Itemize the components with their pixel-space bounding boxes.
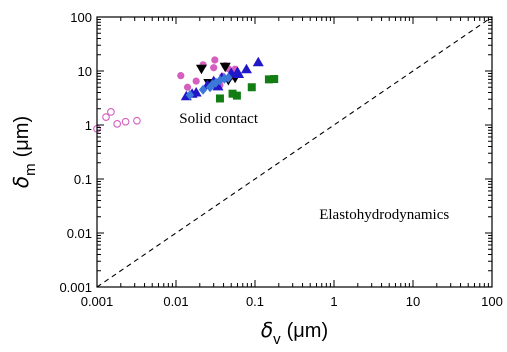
data-point-circle-open: [113, 120, 122, 128]
x-tick-label: 0.1: [246, 294, 264, 309]
y-tick-label: 0.1: [74, 172, 92, 187]
data-point-circle: [210, 64, 218, 72]
y-tick-label: 100: [70, 10, 92, 25]
y-tick-label: 10: [78, 64, 92, 79]
plot-frame: [96, 16, 493, 288]
data-point-square: [264, 75, 273, 84]
data-point-triangle-down: [195, 64, 207, 75]
y-axis-label: δm(μm): [9, 116, 39, 188]
data-point-circle: [183, 83, 192, 91]
x-tick-label: 10: [406, 294, 420, 309]
data-point-circle-open: [102, 113, 110, 121]
data-point-diamond: [185, 89, 195, 100]
data-point-circle-open: [133, 116, 141, 125]
x-tick-label: 1: [330, 294, 337, 309]
y-tick-label: 1: [85, 118, 92, 133]
diagonal-reference-line: [96, 16, 493, 288]
x-axis-label: δv (μm): [261, 318, 328, 348]
data-point-diamond: [205, 82, 215, 93]
data-point-diamond: [224, 72, 233, 83]
x-tick-label: 0.01: [163, 294, 188, 309]
x-tick-label: 0.001: [81, 294, 114, 309]
x-tick-label: 100: [481, 294, 503, 309]
region-annotation: Solid contact: [179, 111, 259, 127]
data-point-triangle-up: [231, 66, 243, 76]
data-point-square: [228, 89, 237, 98]
data-point-square: [215, 94, 224, 103]
data-point-circle: [177, 72, 185, 80]
data-point-square: [270, 75, 279, 84]
data-point-triangle-up: [240, 63, 252, 74]
y-tick-label: 0.01: [67, 226, 92, 241]
data-point-square: [247, 83, 256, 92]
data-point-circle-open: [121, 117, 130, 126]
y-tick-label: 0.001: [59, 280, 92, 295]
data-point-circle-open: [107, 108, 115, 116]
data-point-diamond: [198, 84, 208, 95]
data-point-triangle-up: [252, 56, 264, 67]
data-point-circle: [192, 77, 200, 85]
data-point-triangle-down: [219, 62, 231, 73]
data-point-circle: [211, 56, 219, 64]
data-point-triangle-up: [212, 80, 224, 91]
data-point-square: [232, 91, 241, 100]
region-annotation: Elastohydrodynamics: [319, 207, 449, 223]
